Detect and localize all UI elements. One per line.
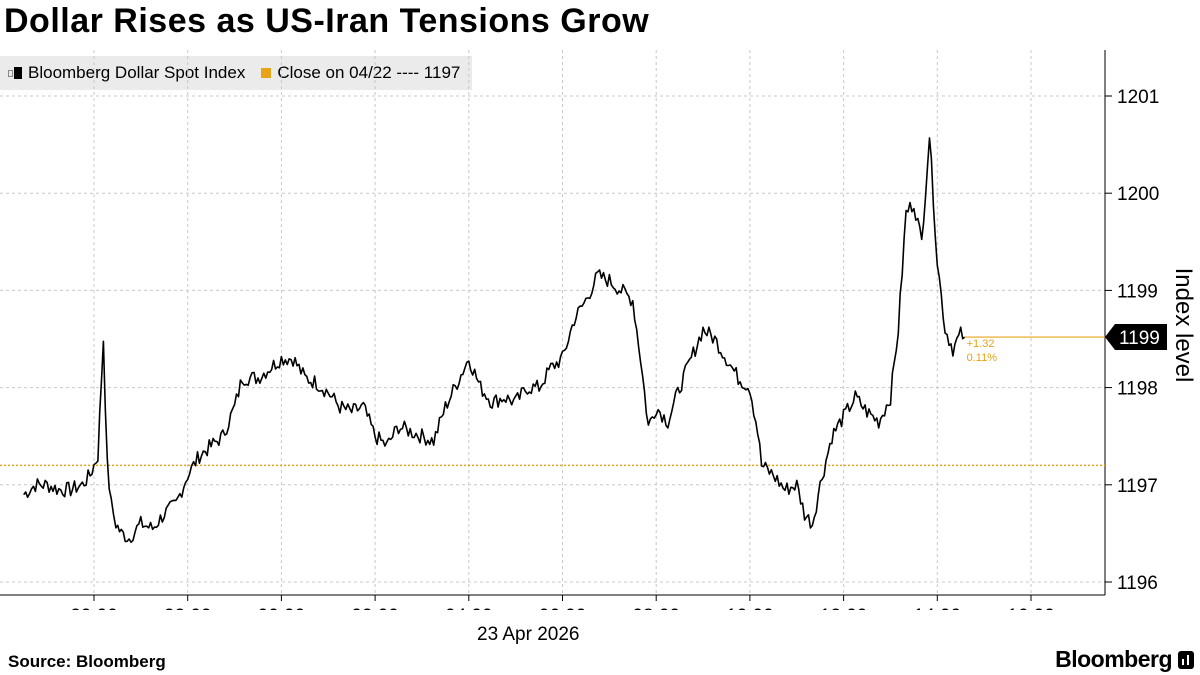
x-tick-label: 08:00 (632, 606, 680, 610)
bloomberg-logo: Bloomberg (1055, 646, 1194, 673)
x-tick-label: 10:00 (726, 606, 774, 610)
y-tick-label: 1199 (1117, 281, 1158, 302)
y-axis-label: Index level (1170, 267, 1197, 383)
x-tick-label: 22:00 (164, 606, 212, 610)
change-value-label: +1.32 (967, 338, 995, 350)
x-tick-label: 06:00 (539, 606, 587, 610)
legend: Bloomberg Dollar Spot Index Close on 04/… (0, 56, 473, 90)
x-tick-label: 02:00 (351, 606, 399, 610)
y-tick-label: 1200 (1117, 184, 1159, 205)
chart-title: Dollar Rises as US-Iran Tensions Grow (4, 2, 650, 40)
legend-label-dollar-index: Bloomberg Dollar Spot Index (28, 63, 246, 82)
legend-label-close: Close on 04/22 ---- 1197 (277, 63, 461, 82)
y-tick-label: 1198 (1117, 379, 1158, 400)
candlestick-icon (8, 67, 22, 79)
source-note: Source: Bloomberg (8, 652, 166, 671)
chart-area: 20:00 22:00 00:00 02:00 04:00 06:00 08:00 10:00… (0, 50, 1167, 610)
brand-text: Bloomberg (1055, 646, 1172, 672)
x-tick-label: 16:00 (1007, 606, 1055, 610)
last-value-label: 1199 (1119, 328, 1160, 349)
x-tick-label: 14:00 (914, 606, 962, 610)
y-tick-label: 1201 (1117, 87, 1159, 108)
y-tick-label: 1196 (1117, 573, 1158, 594)
x-axis-date-label: 23 Apr 2026 (477, 624, 580, 645)
x-tick-label: 12:00 (820, 606, 868, 610)
legend-item-close: Close on 04/22 ---- 1197 (261, 63, 460, 83)
legend-item-dollar-index: Bloomberg Dollar Spot Index (8, 63, 245, 83)
x-tick-label: 20:00 (70, 606, 118, 610)
change-percent-label: 0.11% (967, 352, 998, 364)
last-value-badge (1105, 324, 1167, 351)
bloomberg-icon (1178, 650, 1194, 669)
square-icon (261, 68, 272, 78)
x-tick-label: 00:00 (258, 606, 306, 610)
y-tick-label: 1197 (1117, 476, 1158, 497)
x-tick-label: 04:00 (445, 606, 493, 610)
series-line-dollar-index (23, 137, 966, 543)
